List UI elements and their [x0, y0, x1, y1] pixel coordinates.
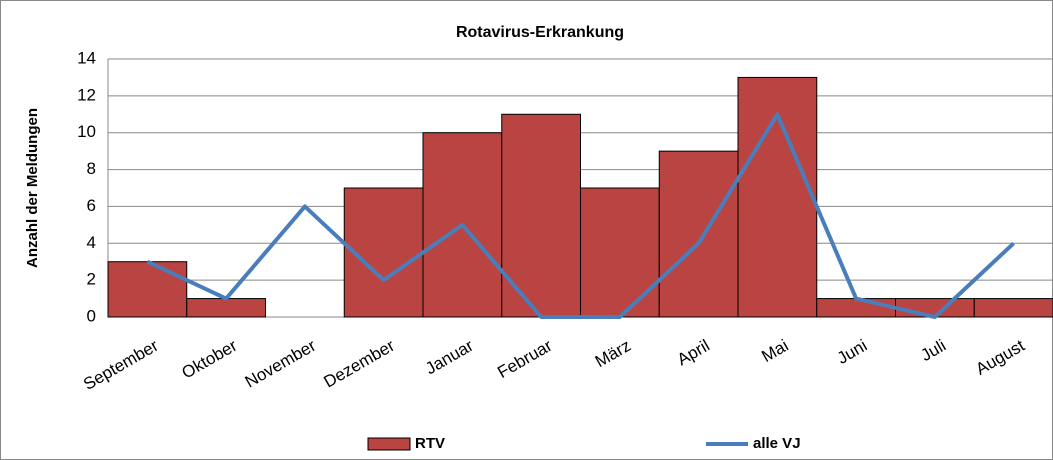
bar	[973, 298, 1053, 318]
y-axis-label: Anzahl der Meldungen	[24, 108, 41, 268]
chart-title: Rotavirus-Erkrankung	[456, 24, 624, 41]
y-tick-label: 14	[77, 48, 96, 67]
bar	[895, 298, 975, 318]
y-tick-label: 10	[77, 122, 96, 141]
bar	[107, 261, 188, 318]
bar	[186, 298, 266, 318]
bar	[580, 187, 660, 318]
y-tick-label: 0	[87, 306, 96, 325]
bar	[816, 298, 896, 318]
y-tick-label: 4	[87, 233, 96, 252]
y-tick-label: 8	[87, 159, 96, 178]
bar	[658, 150, 739, 318]
y-tick-label: 6	[87, 196, 96, 215]
legend-label: RTV	[415, 435, 445, 452]
y-tick-label: 2	[87, 270, 96, 289]
line	[146, 112, 1015, 319]
y-tick-label: 12	[77, 85, 96, 104]
bar	[343, 187, 424, 318]
legend-label: alle VJ	[753, 435, 801, 452]
legend-swatch	[367, 437, 411, 451]
